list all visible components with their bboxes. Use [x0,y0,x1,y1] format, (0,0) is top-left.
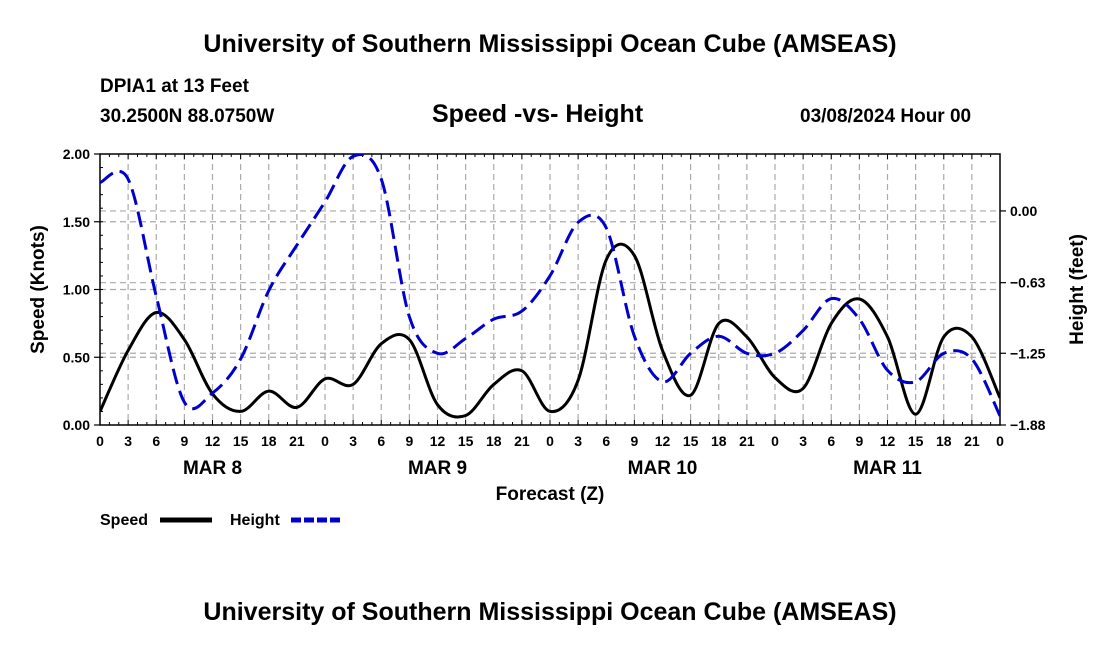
x-tick-label: 21 [739,433,755,449]
x-tick-label: 3 [349,433,357,449]
x-tick-label: 3 [574,433,582,449]
legend-height-label: Height [230,512,280,529]
page-title: University of Southern Mississippi Ocean… [203,30,897,58]
x-tick-label: 18 [711,433,727,449]
station-label: DPIA1 at 13 Feet [100,76,249,97]
height-series-line [100,154,1000,417]
x-tick-label: 3 [124,433,132,449]
legend-speed-label: Speed [100,512,148,529]
x-tick-label: 21 [964,433,980,449]
x-tick-label: 12 [880,433,896,449]
y-left-tick-label: 2.00 [63,146,90,162]
x-tick-label: 6 [602,433,610,449]
x-tick-label: 3 [799,433,807,449]
x-tick-label: 0 [96,433,104,449]
speed-series-line [100,242,1000,419]
y-left-tick-label: 0.50 [63,349,90,365]
y-left-axis-label: Speed (Knots) [28,225,49,354]
day-label: MAR 10 [628,458,698,479]
y-right-tick-label: −1.88 [1010,417,1046,433]
x-tick-label: 6 [377,433,385,449]
x-tick-label: 9 [630,433,638,449]
x-tick-label: 9 [405,433,413,449]
y-right-tick-label: 0.00 [1010,203,1037,219]
x-tick-label: 18 [261,433,277,449]
x-tick-label: 9 [855,433,863,449]
x-tick-label: 6 [827,433,835,449]
chart-title: Speed -vs- Height [432,100,644,128]
x-tick-label: 21 [289,433,305,449]
coordinates-label: 30.2500N 88.0750W [100,106,275,127]
x-tick-label: 0 [546,433,554,449]
x-tick-label: 18 [486,433,502,449]
y-left-tick-label: 0.00 [63,417,90,433]
footer-title: University of Southern Mississippi Ocean… [203,598,897,626]
x-tick-label: 15 [233,433,249,449]
x-tick-label: 0 [996,433,1004,449]
x-tick-label: 15 [908,433,924,449]
x-tick-label: 6 [152,433,160,449]
day-label: MAR 8 [183,458,242,479]
y-right-axis-label: Height (feet) [1067,234,1088,345]
x-tick-label: 21 [514,433,530,449]
forecast-datetime: 03/08/2024 Hour 00 [800,106,972,127]
y-right-tick-label: −0.63 [1010,275,1046,291]
x-tick-label: 12 [655,433,671,449]
x-tick-label: 18 [936,433,952,449]
x-axis-label: Forecast (Z) [496,484,605,505]
day-label: MAR 9 [408,458,467,479]
y-left-tick-label: 1.50 [63,214,90,230]
x-tick-label: 12 [430,433,446,449]
x-tick-label: 0 [321,433,329,449]
x-tick-label: 9 [180,433,188,449]
x-tick-label: 15 [458,433,474,449]
day-label: MAR 11 [853,458,922,479]
x-tick-label: 15 [683,433,699,449]
x-tick-label: 0 [771,433,779,449]
x-tick-label: 12 [205,433,221,449]
y-left-tick-label: 1.00 [63,282,90,298]
y-right-tick-label: −1.25 [1010,345,1046,361]
